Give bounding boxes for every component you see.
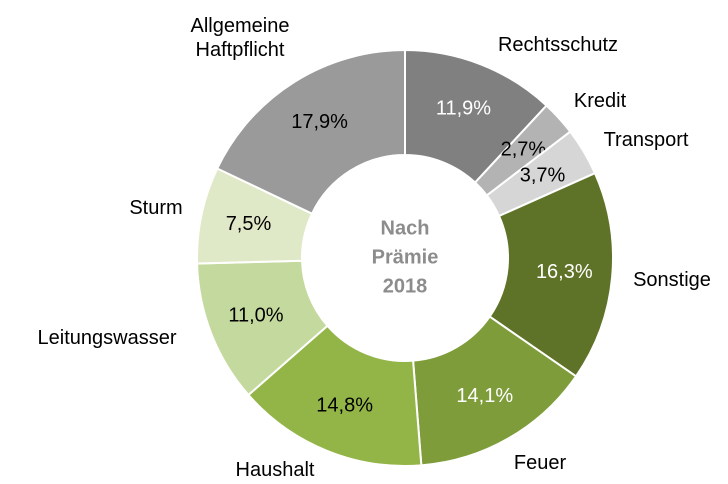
category-label: Allgemeine Haftpflicht bbox=[190, 15, 290, 61]
value-label: 17,9% bbox=[291, 111, 348, 133]
value-label: 7,5% bbox=[226, 213, 272, 235]
category-label: Sturm bbox=[129, 197, 183, 219]
category-label: Sonstige bbox=[633, 269, 711, 291]
category-label: Rechtsschutz bbox=[497, 34, 619, 56]
donut-segment bbox=[247, 324, 423, 467]
value-label: 11,0% bbox=[228, 305, 283, 327]
value-label: 14,1% bbox=[456, 385, 513, 407]
value-label: 11,9% bbox=[436, 97, 491, 119]
value-label: 2,7% bbox=[501, 139, 547, 161]
donut-segment bbox=[215, 48, 406, 215]
value-label: 3,7% bbox=[520, 165, 566, 187]
category-label: Transport bbox=[603, 129, 689, 151]
category-label: Leitungswasser bbox=[37, 327, 177, 349]
donut-segment bbox=[488, 171, 614, 378]
value-label: 14,8% bbox=[316, 394, 373, 416]
category-label: Feuer bbox=[513, 452, 567, 474]
category-label: Kredit bbox=[573, 90, 627, 112]
donut-segment bbox=[412, 315, 578, 467]
category-label: Haushalt bbox=[235, 459, 315, 481]
center-label: Nach Prämie 2018 bbox=[371, 217, 439, 298]
value-label: 16,3% bbox=[536, 261, 593, 283]
